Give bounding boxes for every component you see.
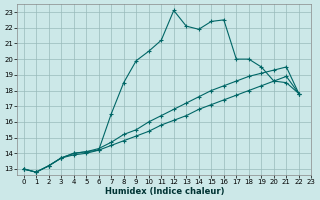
X-axis label: Humidex (Indice chaleur): Humidex (Indice chaleur)	[105, 187, 224, 196]
